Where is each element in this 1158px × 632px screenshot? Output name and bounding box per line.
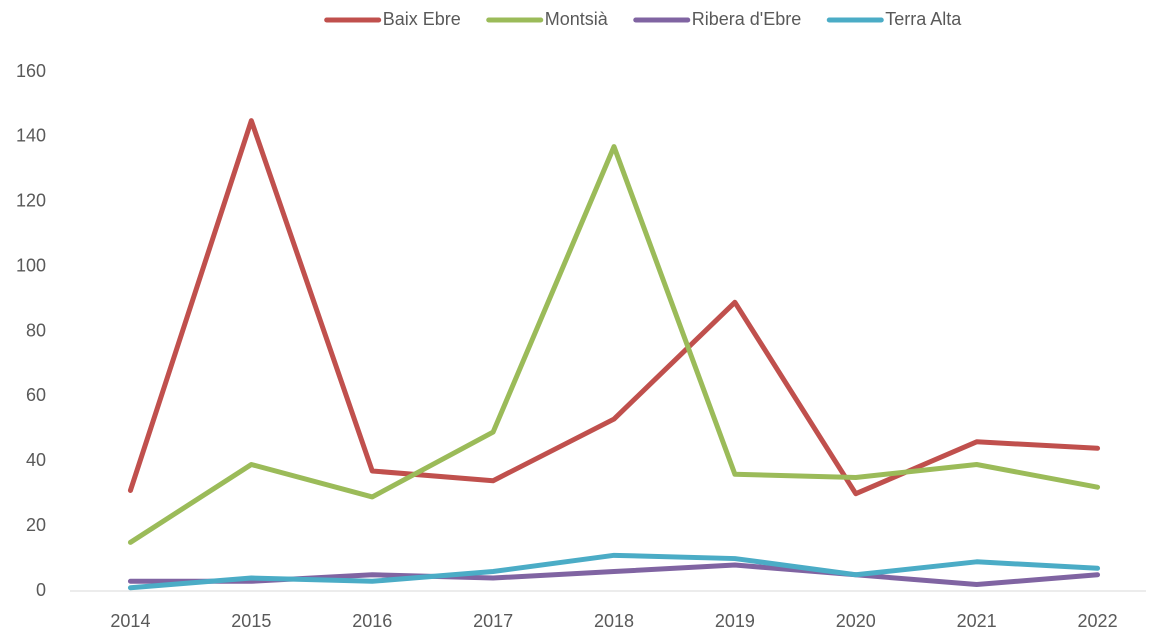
y-tick-label: 0 (36, 580, 46, 600)
y-tick-label: 100 (16, 255, 46, 275)
legend-label: Ribera d'Ebre (692, 9, 802, 29)
x-tick-label: 2021 (957, 611, 997, 631)
x-tick-label: 2020 (836, 611, 876, 631)
line-series (127, 118, 1101, 497)
x-tick-label: 2022 (1078, 611, 1118, 631)
line-series (127, 552, 1101, 591)
y-tick-label: 40 (26, 450, 46, 470)
x-tick-label: 2018 (594, 611, 634, 631)
x-tick-label: 2016 (352, 611, 392, 631)
y-tick-label: 80 (26, 320, 46, 340)
y-tick-label: 120 (16, 191, 46, 211)
y-tick-label: 60 (26, 385, 46, 405)
x-tick-label: 2017 (473, 611, 513, 631)
legend-label: Terra Alta (885, 9, 962, 29)
line-series (127, 562, 1101, 588)
y-tick-label: 140 (16, 126, 46, 146)
x-tick-label: 2015 (231, 611, 271, 631)
y-tick-label: 20 (26, 515, 46, 535)
x-tick-label: 2019 (715, 611, 755, 631)
line-series (127, 144, 1101, 545)
legend-label: Montsià (545, 9, 609, 29)
y-tick-label: 160 (16, 61, 46, 81)
legend-label: Baix Ebre (383, 9, 461, 29)
x-tick-label: 2014 (110, 611, 150, 631)
